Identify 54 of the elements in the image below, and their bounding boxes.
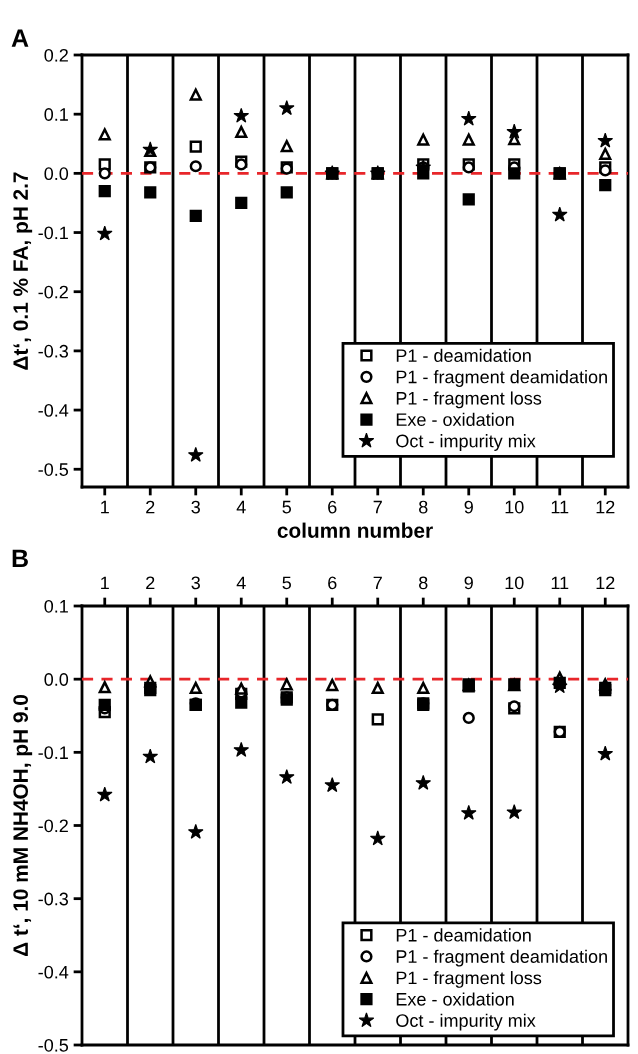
y-tick-label: -0.1: [38, 746, 68, 760]
y-tick-label: -0.4: [38, 965, 69, 979]
x-tick-label: 11: [551, 576, 569, 590]
legend-label: P1 - fragment loss: [396, 391, 542, 409]
x-tick-label: 5: [282, 500, 292, 514]
x-tick-label: 5: [282, 576, 292, 590]
x-tick-label: 2: [146, 576, 155, 590]
y-tick-label: -0.1: [38, 226, 68, 240]
legend-label: Exe - oxidation: [396, 992, 514, 1006]
x-tick-label: 1: [101, 576, 109, 590]
x-tick-label: 2: [146, 500, 155, 514]
y-tick-label: -0.3: [38, 892, 69, 906]
legend-label: Exe - oxidation: [396, 412, 514, 427]
x-tick-label: 8: [419, 500, 428, 514]
y-tick-label: 0.1: [44, 599, 68, 613]
y-tick-label: -0.5: [38, 1038, 69, 1052]
x-tick-label: 10: [505, 500, 524, 514]
y-axis-title: Δ t‘, 10 mM NH4OH, pH 9.0: [13, 694, 33, 957]
y-tick-label: -0.3: [38, 344, 69, 358]
legend-label: P1 - deamidation: [396, 928, 531, 942]
chart-title: A: [11, 29, 29, 47]
y-tick-label: -0.2: [38, 819, 68, 833]
legend-label: P1 - deamidation: [396, 348, 531, 363]
x-tick-label: 7: [373, 500, 382, 514]
x-tick-label: 8: [419, 576, 428, 590]
x-tick-label: 4: [236, 576, 246, 590]
x-tick-label: 11: [551, 500, 569, 514]
y-tick-label: -0.5: [38, 463, 69, 476]
x-tick-label: 12: [596, 576, 615, 590]
x-tick-label: 6: [328, 576, 337, 590]
legend-label: Oct - impurity mix: [396, 434, 536, 451]
legend-label: Oct - impurity mix: [396, 1013, 536, 1031]
x-tick-label: 4: [236, 500, 246, 514]
x-tick-label: 10: [505, 576, 524, 590]
x-tick-label: 3: [191, 576, 200, 590]
y-tick-label: -0.2: [38, 285, 68, 299]
x-tick-label: 3: [191, 500, 200, 514]
x-tick-label: 9: [464, 576, 473, 590]
x-tick-label: 12: [596, 500, 615, 514]
y-tick-label: 0.2: [44, 48, 68, 62]
y-axis-title: Δt‘, 0.1 % FA, pH 2.7: [13, 172, 33, 370]
x-tick-label: 1: [101, 500, 109, 514]
y-tick-label: -0.4: [38, 404, 69, 417]
y-tick-label: 0.1: [44, 108, 68, 121]
x-tick-label: 7: [373, 576, 382, 590]
x-tick-label: 9: [464, 500, 473, 514]
chart-title: B: [12, 549, 28, 567]
y-tick-label: 0.0: [44, 673, 69, 686]
x-axis-title: column number: [277, 522, 433, 538]
legend-label: P1 - fragment deamidation: [396, 370, 607, 387]
y-tick-label: 0.0: [44, 167, 69, 181]
x-tick-label: 6: [328, 500, 337, 514]
legend-label: P1 - fragment deamidation: [396, 949, 607, 967]
legend-label: P1 - fragment loss: [396, 971, 542, 988]
